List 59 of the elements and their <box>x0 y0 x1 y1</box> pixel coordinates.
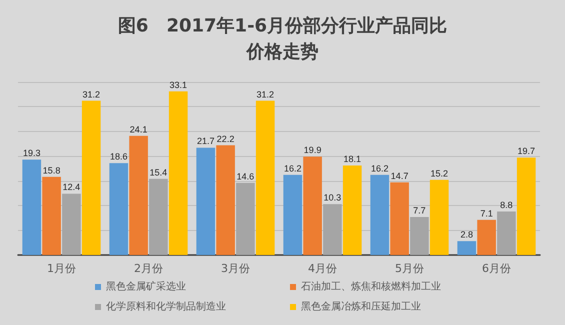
bar <box>303 156 322 255</box>
chart-title: 图6 2017年1-6月份部分行业产品同比价格走势 <box>118 16 448 62</box>
bar <box>370 174 390 255</box>
bar <box>42 176 61 255</box>
data-label: 31.2 <box>82 89 100 100</box>
data-label: 15.8 <box>42 165 60 176</box>
data-label: 14.6 <box>236 171 254 182</box>
bar <box>342 166 362 255</box>
data-label: 7.1 <box>480 208 493 218</box>
bar <box>236 182 255 255</box>
data-label: 16.2 <box>284 163 302 174</box>
bar <box>149 178 168 255</box>
data-label: 10.3 <box>324 192 342 203</box>
data-label: 7.7 <box>413 205 426 216</box>
data-label: 19.7 <box>518 146 536 156</box>
legend-label: 化学原料和化学制品制造业 <box>106 300 226 312</box>
bar <box>129 136 148 255</box>
data-label: 16.2 <box>370 163 388 174</box>
data-label: 18.6 <box>110 152 128 162</box>
bar <box>457 241 476 255</box>
bar <box>516 158 536 255</box>
data-label: 2.8 <box>460 230 473 240</box>
data-label: 33.1 <box>170 80 188 90</box>
bar <box>62 194 81 255</box>
x-tick-label: 1月份 <box>47 262 76 275</box>
bar <box>216 145 235 255</box>
bar <box>168 91 188 255</box>
bar <box>430 180 449 255</box>
bar <box>497 212 516 255</box>
data-label: 19.3 <box>22 148 40 158</box>
data-label: 21.7 <box>196 136 214 146</box>
x-tick-label: 2月份 <box>134 262 163 275</box>
bar <box>82 100 101 255</box>
data-label: 24.1 <box>130 124 148 134</box>
bar <box>390 182 409 255</box>
data-label: 18.1 <box>344 154 362 164</box>
x-tick-label: 5月份 <box>395 262 424 275</box>
bar <box>256 100 275 255</box>
x-tick-label: 4月份 <box>308 262 337 275</box>
x-tick-label: 3月份 <box>221 262 250 275</box>
data-label: 15.4 <box>150 167 168 178</box>
bar <box>22 160 42 255</box>
data-label: 31.2 <box>256 89 274 100</box>
legend-label: 石油加工、炼焦和核燃料加工业 <box>301 280 441 292</box>
bar <box>323 204 342 255</box>
bar <box>283 174 302 255</box>
bar <box>410 216 429 255</box>
data-label: 22.2 <box>216 134 234 144</box>
data-label: 14.7 <box>390 170 408 181</box>
data-label: 19.9 <box>304 145 322 156</box>
legend-label: 黑色金属矿采选业 <box>106 280 186 292</box>
data-label: 15.2 <box>430 168 448 178</box>
bar <box>109 163 128 255</box>
legend-label: 黑色金属冶炼和压延加工业 <box>301 300 421 312</box>
bar <box>196 148 216 255</box>
data-label: 8.8 <box>500 200 513 210</box>
x-tick-label: 6月份 <box>482 262 511 275</box>
bar <box>477 220 496 255</box>
data-label: 12.4 <box>62 182 80 192</box>
